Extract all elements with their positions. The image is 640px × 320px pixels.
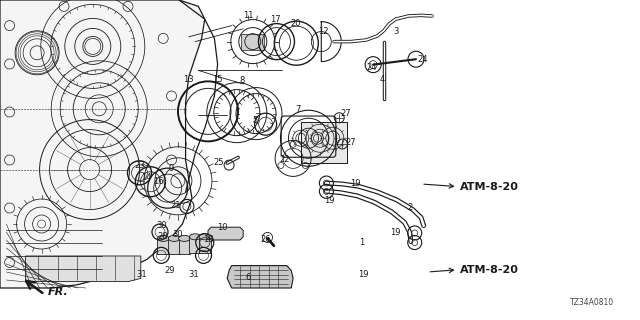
Text: ATM-8-20: ATM-8-20 (460, 182, 518, 192)
Text: FR.: FR. (47, 287, 68, 297)
Text: 24: 24 (417, 55, 428, 64)
Text: 20: 20 (291, 20, 301, 28)
Text: 19: 19 (324, 196, 335, 205)
Polygon shape (179, 238, 190, 254)
Text: 11: 11 (243, 11, 253, 20)
Polygon shape (189, 237, 201, 253)
Text: 7: 7 (295, 105, 300, 114)
Text: 1: 1 (359, 238, 364, 247)
Text: 14: 14 (141, 173, 151, 182)
Polygon shape (301, 122, 347, 163)
Text: 28: 28 (158, 232, 168, 241)
Text: 22: 22 (280, 155, 290, 164)
Text: 15: 15 (212, 75, 223, 84)
Text: 26: 26 (260, 235, 271, 244)
Polygon shape (26, 256, 141, 282)
Polygon shape (199, 237, 211, 253)
Text: 27: 27 (340, 109, 351, 118)
Text: 30: 30 (173, 230, 183, 239)
Text: 5: 5 (252, 116, 257, 125)
Text: 4: 4 (380, 75, 385, 84)
Text: 18: 18 (203, 235, 213, 244)
Text: 31: 31 (137, 270, 147, 279)
Text: 19: 19 (358, 270, 369, 279)
Text: 21: 21 (171, 201, 181, 210)
Text: 23: 23 (134, 161, 145, 170)
Ellipse shape (168, 236, 180, 241)
Text: 29: 29 (164, 266, 175, 275)
Polygon shape (168, 238, 180, 254)
Text: 17: 17 (270, 15, 280, 24)
Text: 8: 8 (239, 76, 244, 85)
Text: 19: 19 (350, 179, 360, 188)
Text: 2: 2 (407, 203, 412, 212)
Ellipse shape (189, 234, 201, 240)
Ellipse shape (179, 236, 190, 241)
Text: 16: 16 (154, 177, 164, 186)
Ellipse shape (157, 236, 169, 241)
Polygon shape (0, 0, 205, 288)
Text: 25: 25 (214, 158, 224, 167)
Text: ATM-8-20: ATM-8-20 (460, 265, 518, 276)
Text: 24: 24 (366, 63, 376, 72)
Text: 30: 30 (156, 221, 166, 230)
Text: 13: 13 (184, 75, 194, 84)
Text: 3: 3 (393, 27, 398, 36)
Text: TZ34A0810: TZ34A0810 (570, 298, 614, 307)
Text: 10: 10 (218, 223, 228, 232)
Polygon shape (241, 34, 264, 50)
Polygon shape (227, 266, 293, 288)
Ellipse shape (199, 234, 211, 240)
Polygon shape (208, 227, 243, 240)
Text: 31: 31 (188, 270, 198, 279)
Text: 27: 27 (346, 138, 356, 147)
Text: 9: 9 (169, 164, 174, 173)
Text: 12: 12 (318, 27, 328, 36)
Text: 19: 19 (390, 228, 401, 237)
Polygon shape (157, 238, 169, 254)
Text: 6: 6 (246, 273, 251, 282)
